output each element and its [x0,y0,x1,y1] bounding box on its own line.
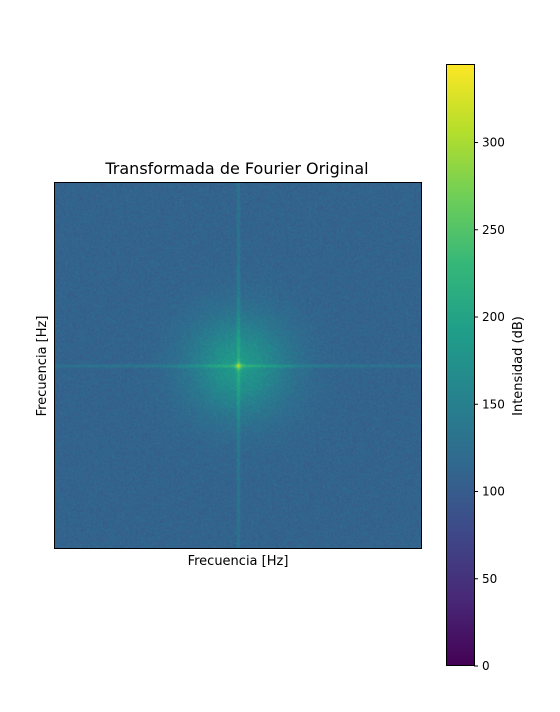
y-axis-label: Frecuencia [Hz] [35,316,50,417]
colorbar-frame [446,64,475,666]
plot-frame [54,182,422,549]
colorbar-label: Intensidad (dB) [511,316,526,416]
colorbar-tick-label: 0 [482,659,490,673]
colorbar-tick-label: 250 [482,223,505,237]
chart-title: Transformada de Fourier Original [104,159,368,178]
colorbar-tick-label: 300 [482,136,505,150]
colorbar-tick-label: 100 [482,485,505,499]
spectrum-heatmap [54,182,422,549]
colorbar: 0 50 100 150 200 250 300 Intensidad (dB) [446,64,526,673]
colorbar-tick-label: 150 [482,397,505,411]
colorbar-tick-label: 50 [482,572,497,586]
colorbar-gradient [446,64,474,666]
spectrum-plot [54,182,422,549]
x-axis-label: Frecuencia [Hz] [188,554,289,569]
colorbar-ticks: 0 50 100 150 200 250 300 [474,136,505,673]
colorbar-tick-label: 200 [482,310,505,324]
